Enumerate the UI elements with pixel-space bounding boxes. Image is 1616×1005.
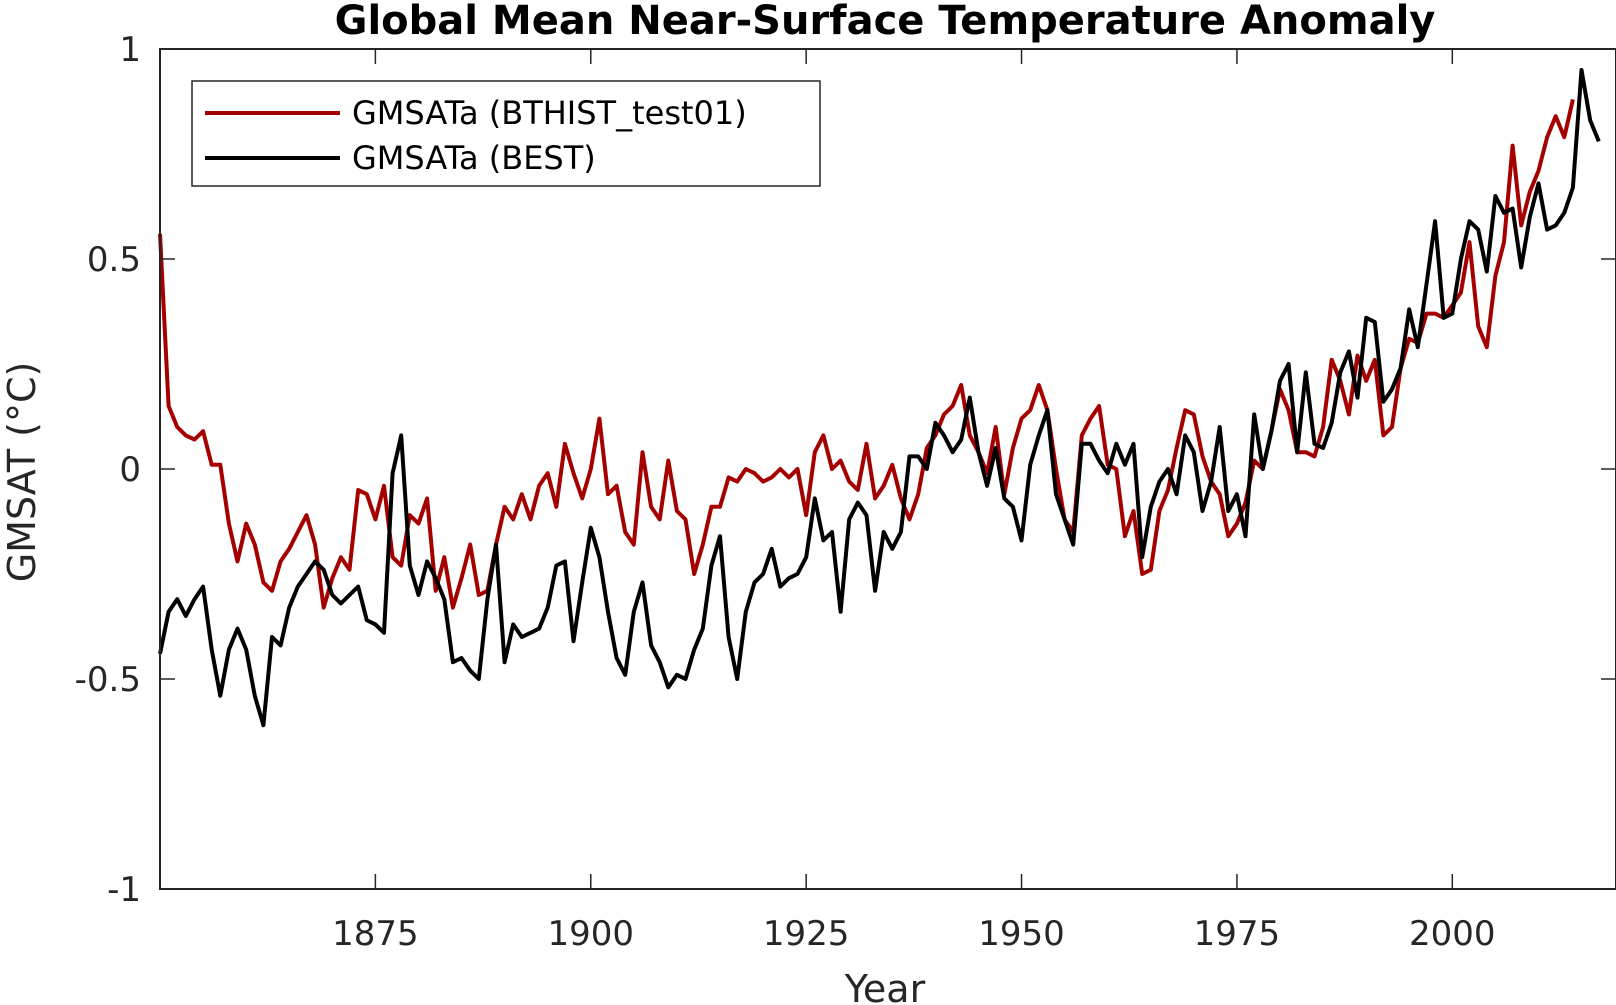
series-line-0 xyxy=(158,98,1575,610)
x-tick-label: 2000 xyxy=(1409,914,1496,954)
series-layer xyxy=(158,68,1601,728)
x-tick-label: 1950 xyxy=(978,914,1065,954)
legend: GMSATa (BTHIST_test01) GMSATa (BEST) xyxy=(191,80,821,187)
x-tick-label: 1975 xyxy=(1194,914,1281,954)
chart-title: Global Mean Near-Surface Temperature Ano… xyxy=(335,0,1436,44)
x-tick-label: 1900 xyxy=(548,914,635,954)
legend-label-bthist: GMSATa (BTHIST_test01) xyxy=(352,94,747,132)
legend-label-best: GMSATa (BEST) xyxy=(352,139,596,177)
x-tick-label: 1875 xyxy=(332,914,419,954)
legend-box xyxy=(191,80,821,187)
x-tick-label: 1925 xyxy=(763,914,850,954)
y-tick-label: 0.5 xyxy=(87,240,141,280)
y-tick-label: -1 xyxy=(107,870,141,910)
series-line-1 xyxy=(158,68,1601,728)
y-axis-label: GMSAT (°C) xyxy=(0,362,44,583)
y-tick-label: 0 xyxy=(119,450,141,490)
y-tick-label: 1 xyxy=(119,30,141,70)
ticks-layer: 1875 1900 1925 1950 1975 2000 -1 -0.5 0 0.5 1 xyxy=(75,30,1616,954)
y-tick-label: -0.5 xyxy=(75,660,141,700)
x-axis-label: Year xyxy=(844,967,926,1005)
